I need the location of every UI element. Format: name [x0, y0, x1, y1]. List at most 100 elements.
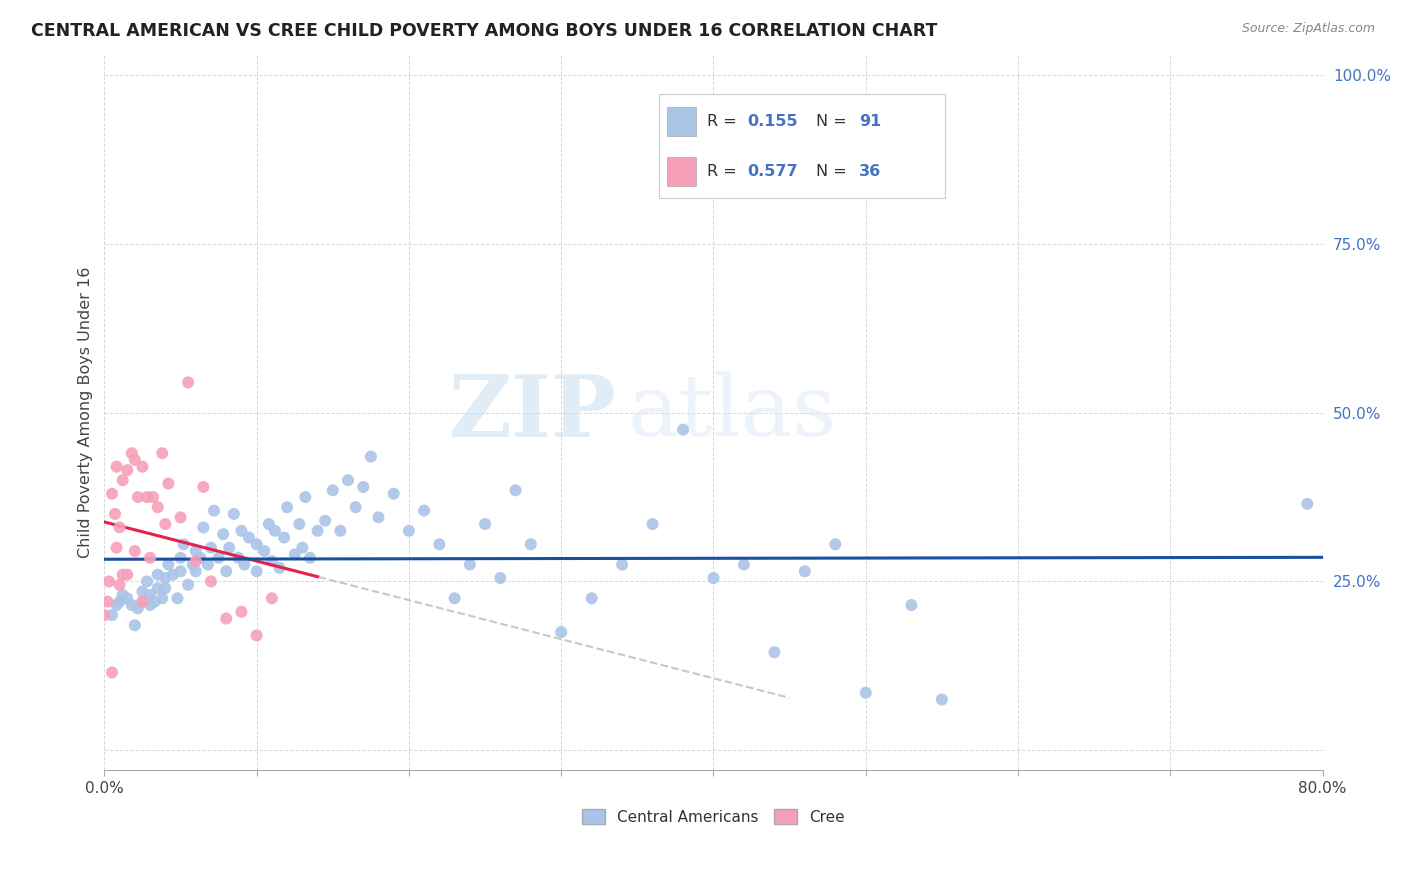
Point	[443, 591, 465, 606]
Point	[155, 581, 177, 595]
Point	[307, 524, 329, 538]
Point	[413, 503, 436, 517]
Point	[367, 510, 389, 524]
Point	[273, 531, 295, 545]
Point	[505, 483, 527, 498]
Point	[131, 584, 153, 599]
Point	[157, 476, 180, 491]
Point	[429, 537, 451, 551]
Point	[246, 537, 269, 551]
Point	[169, 564, 191, 578]
Point	[146, 567, 169, 582]
Point	[105, 459, 128, 474]
Point	[155, 571, 177, 585]
Point	[124, 618, 146, 632]
Point	[136, 490, 159, 504]
Point	[155, 517, 177, 532]
Point	[146, 581, 169, 595]
Point	[207, 550, 229, 565]
Point	[322, 483, 344, 498]
Point	[115, 591, 138, 606]
Point	[672, 423, 695, 437]
Point	[104, 507, 127, 521]
Point	[246, 628, 269, 642]
Point	[474, 517, 496, 532]
Point	[294, 490, 316, 504]
Point	[458, 558, 481, 572]
Legend: Central Americans, Cree: Central Americans, Cree	[576, 803, 851, 830]
Point	[169, 510, 191, 524]
Point	[108, 594, 131, 608]
Point	[101, 665, 124, 680]
Point	[212, 527, 235, 541]
Point	[101, 608, 124, 623]
Point	[519, 537, 541, 551]
Point	[344, 500, 367, 515]
Point	[763, 645, 786, 659]
Point	[260, 554, 283, 568]
Point	[900, 598, 922, 612]
Point	[257, 517, 280, 532]
Point	[233, 558, 256, 572]
Point	[139, 598, 162, 612]
Point	[253, 544, 276, 558]
Point	[181, 558, 204, 572]
Point	[124, 544, 146, 558]
Point	[177, 376, 200, 390]
Text: atlas: atlas	[628, 371, 838, 454]
Point	[139, 550, 162, 565]
Point	[238, 531, 260, 545]
Point	[702, 571, 724, 585]
Point	[337, 473, 360, 487]
Point	[111, 588, 134, 602]
Point	[931, 692, 953, 706]
Point	[284, 548, 307, 562]
Point	[97, 574, 120, 589]
Point	[382, 486, 405, 500]
Point	[291, 541, 314, 555]
Point	[264, 524, 287, 538]
Point	[298, 550, 321, 565]
Point	[288, 517, 311, 532]
Point	[215, 564, 238, 578]
Point	[200, 541, 222, 555]
Point	[93, 608, 115, 623]
Point	[115, 463, 138, 477]
Point	[197, 558, 219, 572]
Text: Source: ZipAtlas.com: Source: ZipAtlas.com	[1241, 22, 1375, 36]
Point	[139, 588, 162, 602]
Point	[360, 450, 382, 464]
Point	[352, 480, 374, 494]
Point	[231, 524, 253, 538]
Point	[127, 601, 149, 615]
Point	[550, 625, 572, 640]
Point	[610, 558, 633, 572]
Point	[188, 550, 211, 565]
Point	[793, 564, 815, 578]
Point	[193, 520, 215, 534]
Point	[115, 567, 138, 582]
Point	[173, 537, 195, 551]
Point	[169, 550, 191, 565]
Point	[641, 517, 664, 532]
Point	[184, 544, 207, 558]
Point	[131, 594, 153, 608]
Point	[131, 594, 153, 608]
Point	[193, 480, 215, 494]
Point	[121, 446, 143, 460]
Text: CENTRAL AMERICAN VS CREE CHILD POVERTY AMONG BOYS UNDER 16 CORRELATION CHART: CENTRAL AMERICAN VS CREE CHILD POVERTY A…	[31, 22, 938, 40]
Point	[146, 500, 169, 515]
Point	[581, 591, 603, 606]
Point	[329, 524, 352, 538]
Point	[824, 537, 846, 551]
Point	[108, 578, 131, 592]
Point	[142, 490, 165, 504]
Point	[96, 594, 118, 608]
Point	[184, 554, 207, 568]
Point	[150, 446, 173, 460]
Point	[276, 500, 298, 515]
Y-axis label: Child Poverty Among Boys Under 16: Child Poverty Among Boys Under 16	[79, 267, 93, 558]
Point	[222, 507, 245, 521]
Point	[157, 558, 180, 572]
Point	[111, 473, 134, 487]
